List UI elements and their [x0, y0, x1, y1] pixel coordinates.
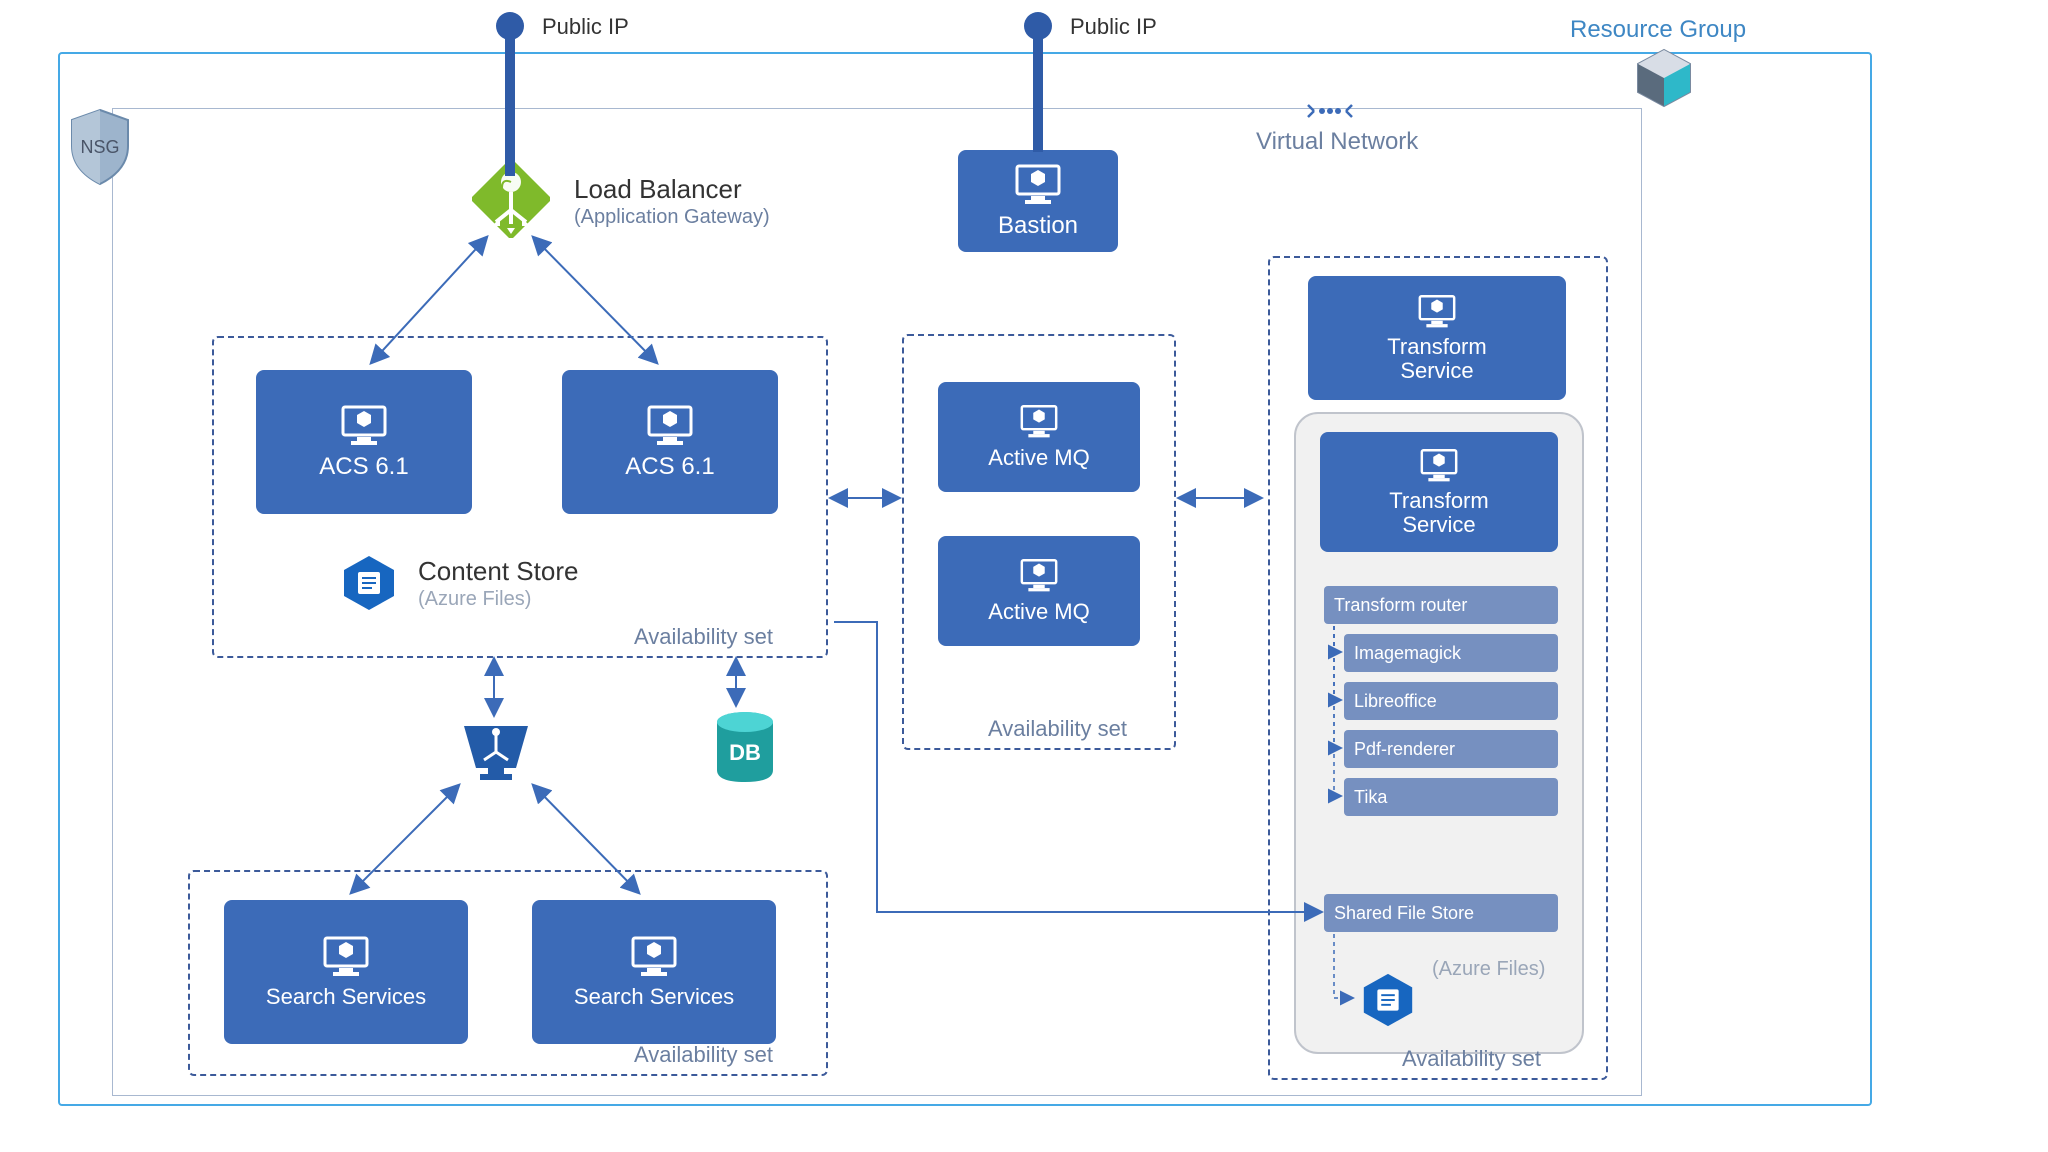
virtual-network-icon: [1306, 96, 1354, 131]
bastion-vm: Bastion: [958, 150, 1118, 252]
tika-label: Tika: [1354, 787, 1387, 808]
public-ip-2-label: Public IP: [1070, 14, 1157, 40]
resource-group-icon: [1630, 44, 1698, 117]
acs-avail-label: Availability set: [634, 624, 773, 650]
nsg-shield-icon: NSG: [64, 106, 136, 188]
database-icon: DB: [710, 710, 780, 793]
transform-1-label: TransformService: [1387, 335, 1486, 383]
transform-router-box: Transform router: [1324, 586, 1558, 624]
activemq-vm-2: Active MQ: [938, 536, 1140, 646]
activemq-vm-1: Active MQ: [938, 382, 1140, 492]
search-1-label: Search Services: [266, 984, 426, 1010]
pdf-renderer-label: Pdf-renderer: [1354, 739, 1455, 760]
mq-1-label: Active MQ: [988, 445, 1089, 471]
content-store-icon: [338, 552, 400, 619]
load-balancer-sub-label: (Application Gateway): [574, 206, 770, 229]
azure-files-icon: [1358, 970, 1418, 1035]
mq-2-label: Active MQ: [988, 599, 1089, 625]
shared-file-store-box: Shared File Store: [1324, 894, 1558, 932]
acs-vm-2: ACS 6.1: [562, 370, 778, 514]
architecture-diagram: Resource Group Virtual Network NSG Publi…: [0, 0, 2048, 1152]
transform-router-label: Transform router: [1334, 595, 1467, 616]
svg-text:DB: DB: [729, 740, 761, 765]
internal-lb-icon: [460, 722, 532, 789]
nsg-label: NSG: [80, 137, 119, 158]
search-avail-label: Availability set: [634, 1042, 773, 1068]
search-vm-2: Search Services: [532, 900, 776, 1044]
search-vm-1: Search Services: [224, 900, 468, 1044]
pdf-renderer-box: Pdf-renderer: [1344, 730, 1558, 768]
transform-avail-label: Availability set: [1402, 1046, 1541, 1072]
acs-1-label: ACS 6.1: [319, 453, 408, 481]
azure-files-sub-label: (Azure Files): [1432, 958, 1545, 981]
acs-2-label: ACS 6.1: [625, 453, 714, 481]
content-store-label: Content Store: [418, 556, 578, 587]
mq-avail-label: Availability set: [988, 716, 1127, 742]
bastion-label: Bastion: [998, 212, 1078, 240]
public-ip-1-label: Public IP: [542, 14, 629, 40]
load-balancer-label: Load Balancer: [574, 174, 742, 205]
acs-vm-1: ACS 6.1: [256, 370, 472, 514]
imagemagick-box: Imagemagick: [1344, 634, 1558, 672]
content-store-sub-label: (Azure Files): [418, 588, 531, 611]
transform-vm-2: TransformService: [1320, 432, 1558, 552]
imagemagick-label: Imagemagick: [1354, 643, 1461, 664]
tika-box: Tika: [1344, 778, 1558, 816]
libreoffice-box: Libreoffice: [1344, 682, 1558, 720]
libreoffice-label: Libreoffice: [1354, 691, 1437, 712]
shared-file-store-label: Shared File Store: [1334, 903, 1474, 924]
load-balancer-icon: [472, 160, 550, 243]
resource-group-label: Resource Group: [1570, 16, 1746, 44]
search-2-label: Search Services: [574, 984, 734, 1010]
transform-2-label: TransformService: [1389, 489, 1488, 537]
transform-vm-1: TransformService: [1308, 276, 1566, 400]
virtual-network-label: Virtual Network: [1256, 128, 1418, 156]
